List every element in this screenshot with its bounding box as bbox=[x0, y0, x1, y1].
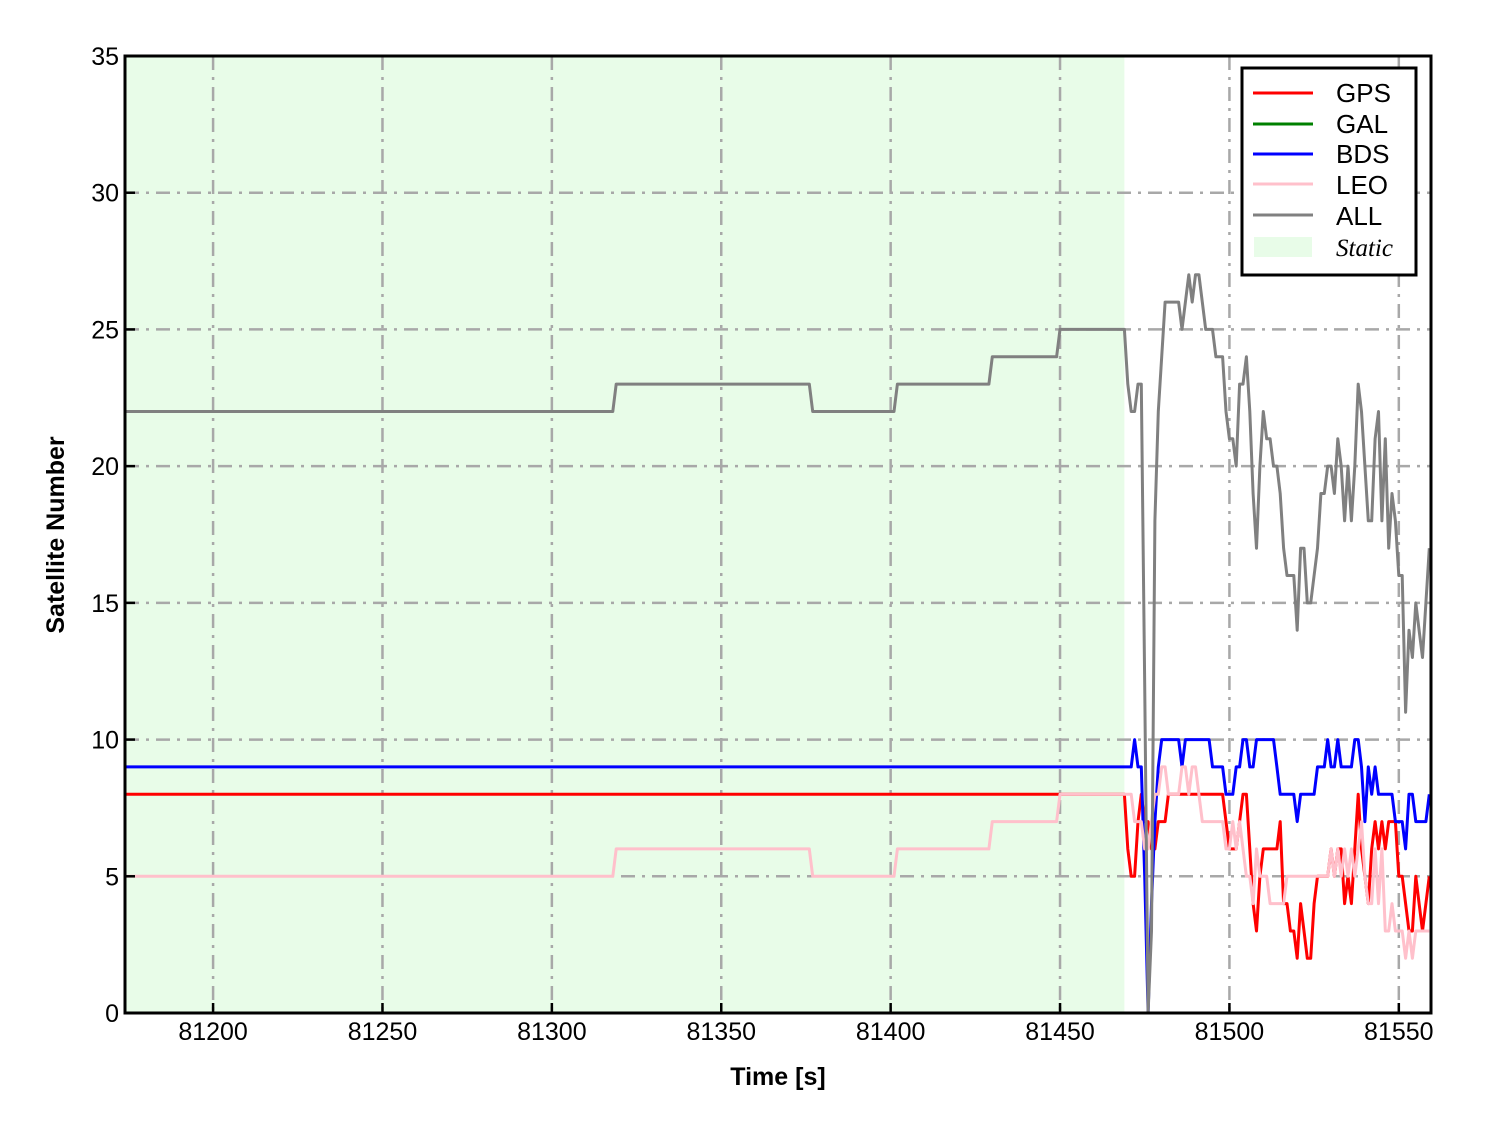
y-tick-label: 5 bbox=[105, 863, 119, 891]
y-tick-label: 20 bbox=[91, 453, 119, 481]
plot-frame bbox=[123, 54, 1433, 1015]
series-line-leo bbox=[125, 765, 1430, 960]
series-line-all bbox=[125, 273, 1431, 1015]
x-tick-label: 81300 bbox=[517, 1018, 587, 1046]
y-tick-label: 35 bbox=[91, 43, 119, 71]
x-tick-label: 81200 bbox=[178, 1018, 248, 1046]
x-tick-label: 81250 bbox=[348, 1018, 418, 1046]
x-tick-label: 81500 bbox=[1195, 1018, 1265, 1046]
legend-label-gps: GPS bbox=[1336, 78, 1391, 108]
y-tick-label: 25 bbox=[91, 316, 119, 344]
legend-swatch-static bbox=[1254, 237, 1312, 257]
x-tick-label: 81550 bbox=[1364, 1018, 1434, 1046]
legend-label-static: Static bbox=[1336, 235, 1393, 262]
series-line-gps bbox=[125, 792, 1431, 960]
y-axis-label: Satellite Number bbox=[42, 436, 70, 634]
x-tick-label: 81450 bbox=[1025, 1018, 1095, 1046]
legend-label-leo: LEO bbox=[1336, 170, 1388, 200]
series-line-bds bbox=[125, 738, 1431, 1015]
y-tick-label: 10 bbox=[91, 727, 119, 755]
x-tick-label: 81400 bbox=[856, 1018, 926, 1046]
x-tick-label: 81350 bbox=[686, 1018, 756, 1046]
legend-label-bds: BDS bbox=[1336, 139, 1389, 169]
x-axis-label: Time [s] bbox=[730, 1063, 825, 1091]
legend-label-gal: GAL bbox=[1336, 109, 1388, 139]
y-tick-label: 30 bbox=[91, 180, 119, 208]
y-tick-label: 0 bbox=[105, 1000, 119, 1028]
static-region bbox=[125, 56, 1125, 1013]
legend: GPS GAL BDS LEO ALL Static bbox=[1240, 66, 1418, 277]
legend-label-all: ALL bbox=[1336, 201, 1382, 231]
y-tick-label: 15 bbox=[91, 590, 119, 618]
